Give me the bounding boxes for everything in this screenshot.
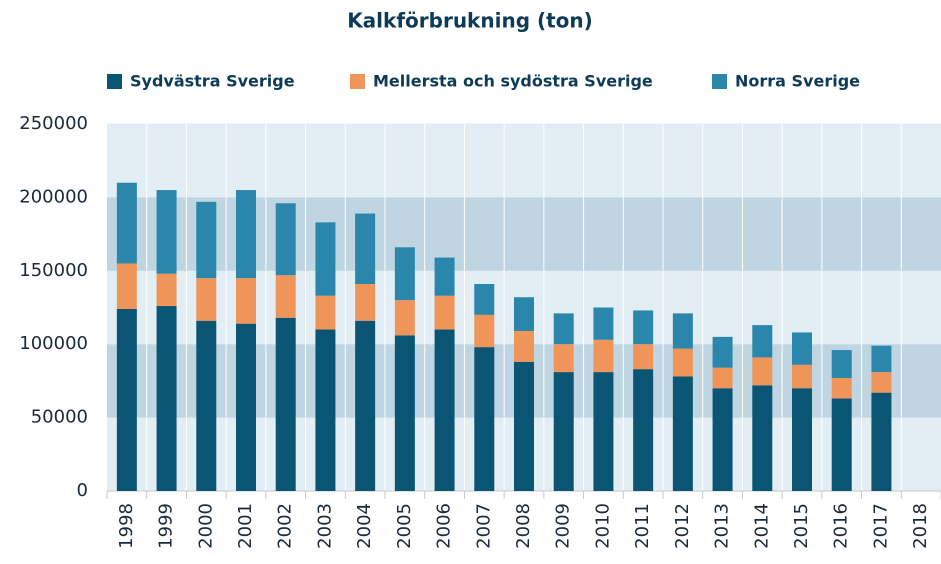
x-tick-label: 1999 (156, 503, 177, 549)
bar-segment (355, 320, 376, 491)
bar-segment (474, 284, 495, 315)
x-tick-label: 2018 (910, 503, 931, 549)
bar-segment (633, 344, 654, 370)
y-tick-label: 250000 (19, 113, 88, 134)
legend-label: Norra Sverige (735, 72, 860, 91)
x-tick-label: 2015 (791, 503, 812, 549)
legend-label: Mellersta och sydöstra Sverige (373, 72, 653, 91)
x-tick-label: 2010 (592, 503, 613, 549)
x-tick-label: 2013 (712, 503, 733, 549)
grid-band (107, 124, 941, 198)
bar-segment (792, 332, 812, 365)
bar-segment (593, 307, 614, 340)
bar-segment (474, 314, 495, 348)
legend-swatch (350, 74, 365, 89)
x-tick-label: 2012 (672, 503, 693, 549)
bar-segment (394, 247, 415, 301)
bar-segment (275, 203, 296, 276)
legend-label: Sydvästra Sverige (130, 72, 295, 91)
bar-segment (315, 329, 336, 491)
bar-segment (236, 278, 256, 324)
bar-segment (633, 369, 654, 491)
bar-segment (275, 317, 296, 491)
bar-segment (434, 295, 455, 330)
bar-segment (196, 201, 217, 279)
bar-segment (394, 300, 415, 336)
legend-swatch (712, 74, 727, 89)
bar-segment (871, 392, 892, 491)
x-tick-label: 2005 (394, 503, 415, 549)
bar-segment (514, 297, 534, 331)
x-tick-label: 2011 (632, 503, 653, 549)
bar-segment (752, 325, 773, 358)
y-tick-label: 150000 (19, 260, 88, 281)
bar-segment (434, 329, 455, 491)
bar-segment (752, 357, 773, 386)
bar-segment (236, 190, 256, 279)
x-tick-label: 2016 (831, 503, 852, 549)
bar-segment (315, 222, 336, 296)
bar-segment (831, 398, 852, 491)
bar-segment (712, 388, 733, 491)
bar-segment (831, 350, 852, 378)
bar-segment (394, 335, 415, 491)
bar-segment (712, 367, 733, 389)
bar-segment (672, 313, 693, 349)
y-tick-label: 100000 (19, 333, 88, 354)
bar-segment (871, 372, 892, 393)
bar-segment (156, 273, 177, 307)
bar-segment (275, 275, 296, 318)
bar-segment (752, 385, 773, 491)
bar-segment (196, 278, 217, 321)
x-tick-label: 2000 (195, 503, 216, 549)
grid-band (107, 197, 941, 271)
bar-segment (553, 372, 574, 491)
x-tick-label: 2009 (553, 503, 574, 549)
x-tick-label: 2006 (434, 503, 455, 549)
x-tick-label: 2017 (870, 503, 891, 549)
bar-segment (474, 347, 495, 491)
bar-segment (672, 376, 693, 491)
bar-segment (553, 313, 574, 345)
bar-segment (633, 310, 654, 345)
bar-segment (514, 330, 534, 362)
x-tick-label: 2008 (513, 503, 534, 549)
bar-segment (792, 388, 812, 491)
y-tick-label: 0 (77, 480, 88, 501)
bar-segment (116, 308, 137, 491)
y-tick-label: 200000 (19, 186, 88, 207)
y-tick-label: 50000 (31, 407, 88, 428)
x-tick-label: 2002 (275, 503, 296, 549)
x-tick-label: 2014 (751, 503, 772, 549)
bar-segment (712, 336, 733, 368)
bar-segment (236, 323, 256, 491)
bar-segment (553, 344, 574, 373)
bar-segment (156, 306, 177, 491)
bar-segment (434, 257, 455, 296)
bar-segment (355, 213, 376, 285)
bar-segment (514, 361, 534, 491)
bar-segment (831, 377, 852, 399)
legend-swatch (107, 74, 122, 89)
bar-segment (355, 284, 376, 321)
x-tick-label: 1998 (116, 503, 137, 549)
bar-segment (593, 372, 614, 491)
x-tick-label: 2003 (314, 503, 335, 549)
bar-segment (116, 263, 137, 309)
chart-title: Kalkförbrukning (ton) (347, 9, 593, 33)
bar-segment (196, 320, 217, 491)
bar-segment (116, 182, 137, 264)
bar-segment (593, 339, 614, 373)
bar-segment (792, 364, 812, 389)
x-tick-label: 2004 (354, 503, 375, 549)
bar-segment (672, 348, 693, 377)
bar-segment (871, 345, 892, 373)
bar-segment (315, 295, 336, 330)
bar-segment (156, 190, 177, 274)
x-tick-label: 2001 (235, 503, 256, 549)
x-tick-label: 2007 (473, 503, 494, 549)
